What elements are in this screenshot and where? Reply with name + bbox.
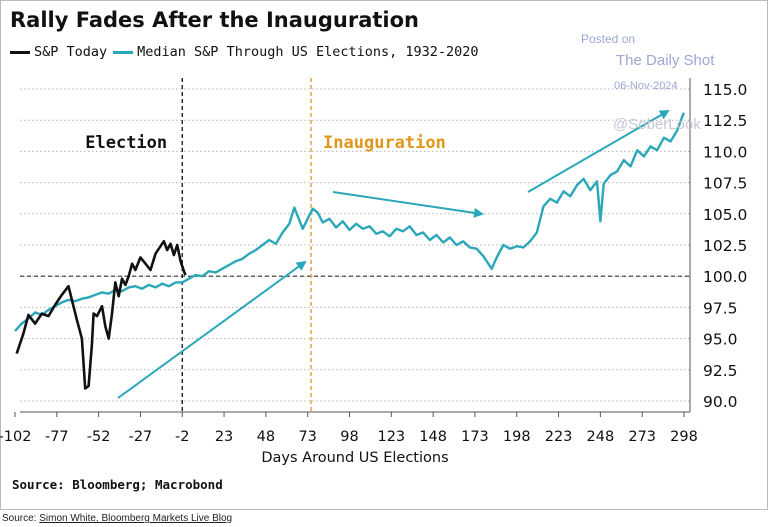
x-tick-label: 273 xyxy=(628,429,656,445)
credit-prefix: Source: xyxy=(2,513,40,524)
y-tick-label: 110.0 xyxy=(703,143,747,161)
legend-swatch-median xyxy=(113,50,134,54)
x-tick-label: 98 xyxy=(340,429,358,445)
y-tick-label: 92.5 xyxy=(703,362,738,380)
y-tick-label: 100.0 xyxy=(703,268,747,286)
x-tick-label: -52 xyxy=(87,429,111,445)
legend-swatch-sp-today xyxy=(10,50,30,54)
x-tick-label: 23 xyxy=(215,429,233,445)
x-tick-label: -2 xyxy=(175,429,189,445)
credit-author-link[interactable]: Simon White, Bloomberg Markets Live Blog xyxy=(39,513,233,524)
legend-label-median: Median S&P Through US Elections, 1932-20… xyxy=(137,44,479,60)
legend-label-sp-today: S&P Today xyxy=(34,44,108,60)
x-tick-label: -102 xyxy=(0,429,31,445)
x-tick-label: 173 xyxy=(461,429,489,445)
credit-line: Source: Simon White, Bloomberg Markets L… xyxy=(2,513,232,524)
series-line-median-sp xyxy=(14,112,686,332)
watermark-date: 06-Nov-2024 xyxy=(614,80,678,92)
legend-item-median: Median S&P Through US Elections, 1932-20… xyxy=(113,44,479,60)
x-axis-title: Days Around US Elections xyxy=(261,450,448,466)
trend-arrow-recovery xyxy=(527,109,670,193)
source-note: Source: Bloomberg; Macrobond xyxy=(12,477,223,492)
chart-frame xyxy=(0,0,768,510)
x-tick-label: -77 xyxy=(45,429,69,445)
y-tick-label: 105.0 xyxy=(703,206,747,224)
trend-arrow-fade xyxy=(332,191,484,218)
x-tick-label: 123 xyxy=(377,429,405,445)
plot-area: 90.0 92.5 95.0 97.5 100.0 102.5 105.0 107.5 110.… xyxy=(0,78,747,466)
x-tick-label: 298 xyxy=(670,429,698,445)
watermark-handle: @SoberLook xyxy=(613,116,701,133)
x-tick-label: 148 xyxy=(419,429,447,445)
y-tick-label: 107.5 xyxy=(703,175,747,193)
watermark-name: The Daily Shot xyxy=(616,52,715,69)
legend-item-sp-today: S&P Today xyxy=(10,44,107,60)
annotation-label: Election xyxy=(85,133,167,153)
chart-title: Rally Fades After the Inauguration xyxy=(10,8,419,32)
annotation-label: Inauguration xyxy=(323,133,446,153)
y-tick-label: 115.0 xyxy=(703,81,747,99)
x-tick-label: 198 xyxy=(503,429,531,445)
watermark-posted: Posted on xyxy=(581,32,636,46)
legend: S&P Today Median S&P Through US Election… xyxy=(10,44,485,60)
y-tick-label: 90.0 xyxy=(703,393,738,411)
x-tick-label: 73 xyxy=(298,429,316,445)
x-tick-label: 248 xyxy=(587,429,615,445)
y-tick-label: 97.5 xyxy=(703,299,738,317)
y-tick-label: 102.5 xyxy=(703,237,747,255)
series-line-sp-today xyxy=(15,240,187,390)
x-tick-label: -27 xyxy=(129,429,153,445)
trend-arrow-rise xyxy=(117,260,307,399)
y-tick-label: 95.0 xyxy=(703,331,738,349)
x-tick-label: 223 xyxy=(545,429,573,445)
y-tick-label: 112.5 xyxy=(703,112,747,130)
x-tick-label: 48 xyxy=(257,429,275,445)
